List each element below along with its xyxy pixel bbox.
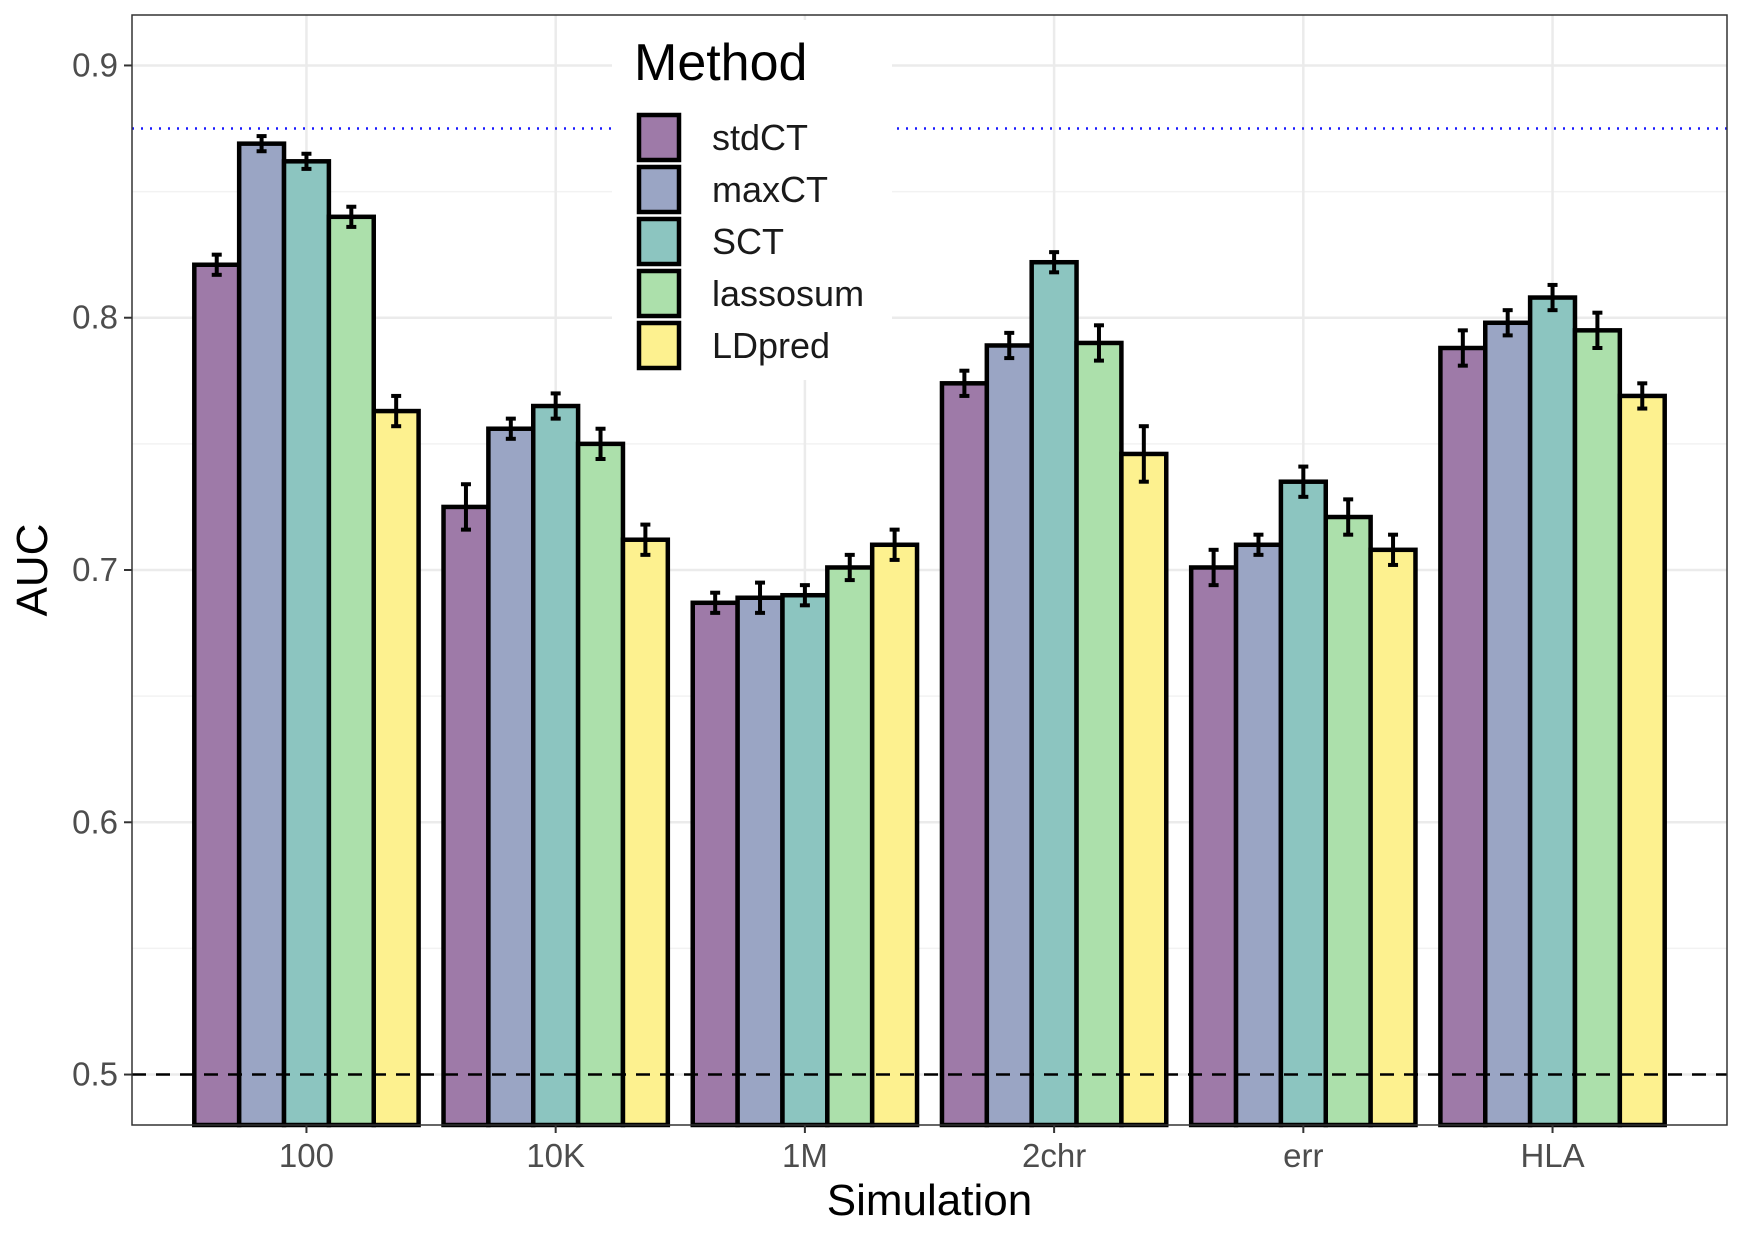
- errorbar-SCT-10K: [550, 391, 561, 421]
- bar-maxCT-err: [1233, 542, 1284, 1128]
- bar-SCT-2chr: [1029, 259, 1079, 1128]
- bar-LDpred-HLA: [1617, 393, 1667, 1128]
- bar-stdCT-1M: [690, 600, 740, 1128]
- errorbar-maxCT-2chr: [1004, 330, 1015, 361]
- errorbar-stdCT-HLA: [1457, 328, 1468, 368]
- bar-stdCT-2chr: [939, 381, 990, 1128]
- legend-label: stdCT: [712, 117, 808, 158]
- legend-label: LDpred: [712, 325, 830, 366]
- bar-maxCT-HLA: [1483, 320, 1533, 1128]
- bar-stdCT-100: [192, 262, 242, 1128]
- y-tick-label: 0.9: [72, 46, 118, 83]
- bar-maxCT-100: [236, 141, 287, 1128]
- errorbar-SCT-1M: [799, 583, 810, 608]
- legend-item-stdCT: stdCT: [636, 112, 808, 163]
- bar-lassosum-10K: [575, 441, 626, 1128]
- bar-SCT-1M: [780, 592, 830, 1128]
- legend-label: maxCT: [712, 169, 828, 210]
- legend-swatch: [636, 216, 682, 267]
- bar-lassosum-100: [326, 214, 376, 1128]
- errorbar-stdCT-10K: [460, 482, 471, 532]
- bar-maxCT-10K: [486, 426, 536, 1128]
- bar-SCT-err: [1278, 479, 1329, 1128]
- legend: Method stdCT maxCT SCT lassosum LDpred: [612, 20, 892, 380]
- bar-SCT-100: [281, 159, 332, 1128]
- legend-swatch: [636, 164, 682, 215]
- x-tick-label: err: [1283, 1137, 1323, 1174]
- errorbar-SCT-2chr: [1049, 250, 1060, 275]
- x-tick-label: 1M: [782, 1137, 828, 1174]
- bar-SCT-10K: [530, 403, 581, 1128]
- bar-LDpred-err: [1368, 547, 1418, 1128]
- legend-swatch: [636, 112, 682, 163]
- legend-title: Method: [634, 34, 807, 92]
- errorbar-lassosum-1M: [844, 552, 855, 583]
- legend-item-maxCT: maxCT: [636, 164, 828, 215]
- bar-lassosum-err: [1323, 514, 1373, 1128]
- errorbar-SCT-HLA: [1547, 282, 1558, 313]
- bar-LDpred-10K: [620, 537, 671, 1128]
- bar-SCT-HLA: [1527, 295, 1578, 1128]
- x-tick-label: 10K: [526, 1137, 585, 1174]
- errorbar-lassosum-HLA: [1592, 310, 1603, 350]
- bar-lassosum-HLA: [1572, 328, 1623, 1128]
- bar-stdCT-10K: [441, 504, 491, 1128]
- bar-stdCT-err: [1188, 565, 1239, 1128]
- errorbar-maxCT-10K: [505, 416, 516, 441]
- errorbar-LDpred-HLA: [1637, 381, 1648, 411]
- y-tick-label: 0.8: [72, 299, 118, 336]
- errorbar-LDpred-10K: [640, 522, 651, 557]
- legend-swatch: [636, 268, 682, 319]
- bar-lassosum-1M: [825, 565, 875, 1128]
- x-tick-label: 2chr: [1022, 1137, 1086, 1174]
- errorbar-stdCT-1M: [710, 590, 721, 615]
- errorbar-lassosum-2chr: [1093, 323, 1104, 363]
- legend-item-SCT: SCT: [636, 216, 784, 267]
- bar-LDpred-2chr: [1119, 451, 1169, 1128]
- legend-swatch: [636, 320, 682, 371]
- y-tick-label: 0.7: [72, 551, 118, 588]
- errorbar-maxCT-100: [256, 134, 267, 154]
- x-tick-label: 100: [279, 1137, 334, 1174]
- errorbar-lassosum-10K: [595, 426, 606, 461]
- y-axis-ticks: 0.5 0.6 0.7 0.8 0.9: [72, 46, 132, 1093]
- legend-label: lassosum: [712, 273, 864, 314]
- x-tick-label: HLA: [1520, 1137, 1584, 1174]
- errorbar-maxCT-err: [1253, 532, 1264, 557]
- errorbar-maxCT-1M: [755, 580, 766, 615]
- errorbar-maxCT-HLA: [1502, 308, 1513, 338]
- errorbar-stdCT-100: [211, 252, 222, 277]
- x-axis-ticks: 100 10K 1M 2chr err HLA: [279, 1125, 1585, 1174]
- errorbar-stdCT-2chr: [959, 368, 970, 398]
- errorbar-LDpred-100: [391, 393, 402, 429]
- legend-label: SCT: [712, 221, 784, 262]
- bar-LDpred-1M: [869, 542, 920, 1128]
- errorbar-LDpred-2chr: [1138, 424, 1149, 484]
- errorbar-LDpred-err: [1388, 532, 1399, 567]
- y-axis-title: AUC: [8, 524, 57, 617]
- errorbar-lassosum-100: [346, 204, 357, 229]
- bar-maxCT-2chr: [984, 343, 1034, 1128]
- errorbar-lassosum-err: [1343, 497, 1354, 537]
- errorbar-SCT-100: [301, 151, 312, 171]
- legend-item-lassosum: lassosum: [636, 268, 864, 319]
- legend-items: stdCT maxCT SCT lassosum LDpred: [636, 112, 864, 371]
- errorbar-stdCT-err: [1208, 547, 1219, 588]
- errorbar-SCT-err: [1298, 464, 1309, 499]
- legend-item-LDpred: LDpred: [636, 320, 830, 371]
- bar-lassosum-2chr: [1074, 340, 1124, 1128]
- bar-maxCT-1M: [735, 595, 785, 1128]
- y-tick-label: 0.5: [72, 1056, 118, 1093]
- error-bars: [211, 134, 1648, 615]
- x-axis-title: Simulation: [827, 1176, 1032, 1225]
- y-tick-label: 0.6: [72, 803, 118, 840]
- bar-LDpred-100: [371, 408, 421, 1128]
- errorbar-LDpred-1M: [889, 527, 900, 562]
- bar-stdCT-HLA: [1438, 345, 1488, 1128]
